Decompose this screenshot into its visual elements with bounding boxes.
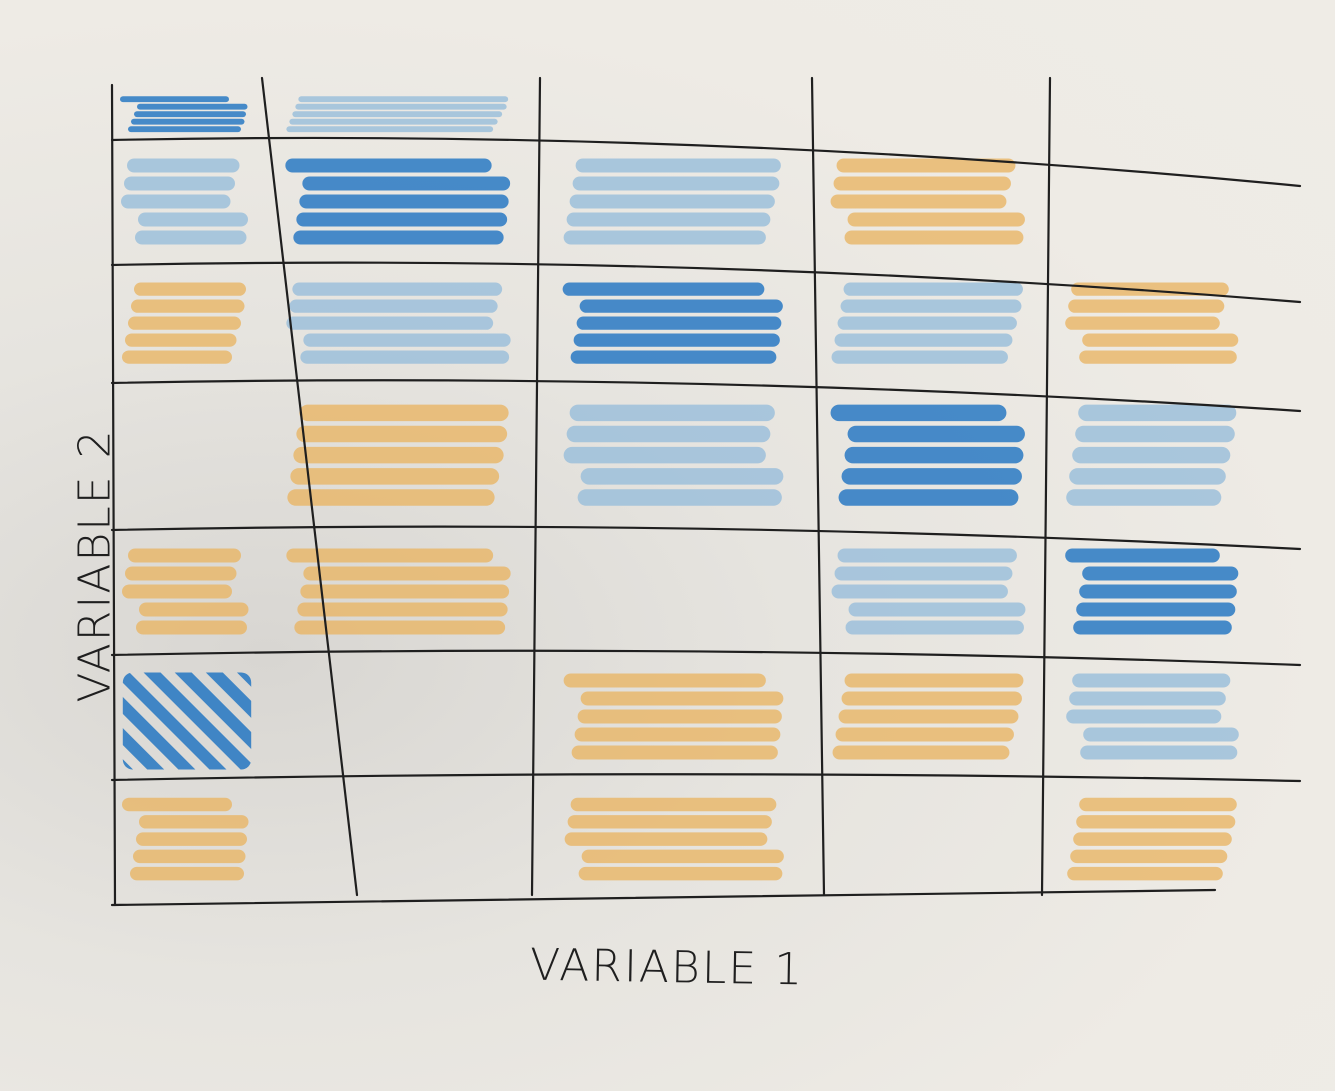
heatmap-cell xyxy=(121,158,248,245)
grid-horizontal-line xyxy=(110,261,1302,304)
heatmap-cell xyxy=(286,96,509,133)
heatmap-cell xyxy=(1065,548,1239,635)
x-axis-line xyxy=(110,888,1217,907)
heatmap-cell xyxy=(1066,673,1239,760)
grid-vertical-line xyxy=(1040,76,1052,897)
heatmap-cell xyxy=(563,404,784,506)
heatmap-cell xyxy=(831,282,1023,364)
grid-vertical-line xyxy=(110,83,117,907)
grid-vertical-line xyxy=(530,76,542,897)
heatmap-cell xyxy=(122,797,249,881)
x-axis-label: VARIABLE 1 xyxy=(529,939,805,996)
heatmap-cell xyxy=(122,548,249,635)
heatmap-cell xyxy=(285,158,511,245)
heatmap-cell xyxy=(120,96,248,133)
heatmap-cell xyxy=(563,673,784,760)
heatmap-cell xyxy=(122,672,252,770)
heatmap-cell xyxy=(830,158,1025,245)
heatmap-cell xyxy=(286,282,511,364)
grid-horizontal-line xyxy=(110,525,1302,551)
y-axis-label: VARIABLE 2 xyxy=(69,428,121,703)
heatmap-cell xyxy=(562,282,783,364)
heatmap-cell xyxy=(830,404,1025,506)
cells-layer xyxy=(120,96,1239,881)
heatmap-cell xyxy=(1066,404,1237,506)
grid-horizontal-line xyxy=(110,136,1302,188)
grid-horizontal-line xyxy=(110,773,1302,783)
grid-vertical-line xyxy=(810,76,826,897)
grid-layer xyxy=(110,76,1302,907)
heatmap-cell xyxy=(832,673,1024,760)
grid-horizontal-line xyxy=(110,649,1302,667)
heatmap-cell xyxy=(1067,797,1237,881)
heatmap-cell xyxy=(122,282,246,364)
heatmap-cell xyxy=(563,158,781,245)
heatmap-cell xyxy=(831,548,1026,635)
heatmap-cell xyxy=(286,548,511,635)
heatmap-cell xyxy=(287,404,509,506)
grid-vertical-line xyxy=(260,76,359,897)
heatmap-cell xyxy=(564,797,784,881)
grid-horizontal-line xyxy=(110,379,1302,413)
